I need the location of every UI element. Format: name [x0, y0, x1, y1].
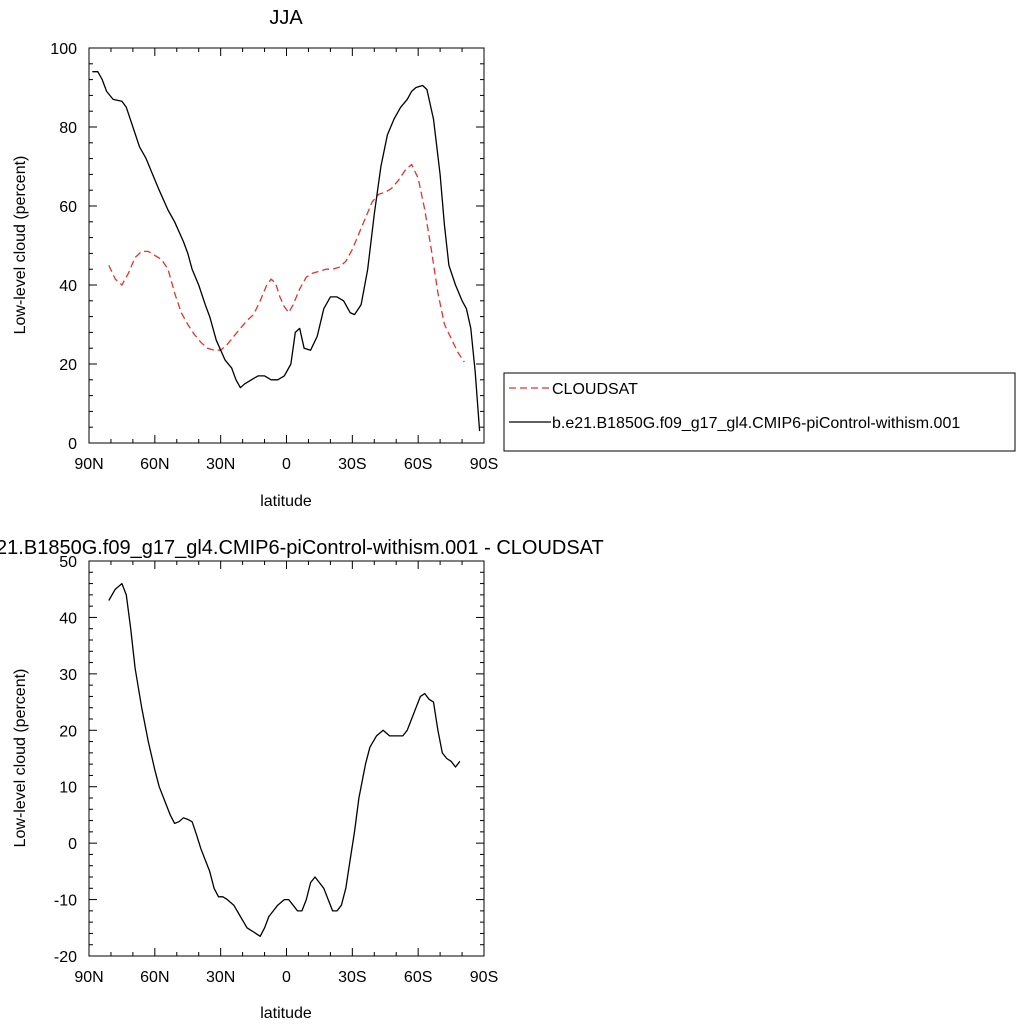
top-chart-y-axis-label: Low-level cloud (percent)	[12, 156, 29, 335]
bottom-chart-panel: b.e21.B1850G.f09_g17_gl4.CMIP6-piControl…	[0, 537, 604, 1022]
top-chart-title: JJA	[269, 7, 303, 29]
bottom-y-tick-label: -20	[54, 949, 77, 966]
legend-label-model: b.e21.B1850G.f09_g17_gl4.CMIP6-piControl…	[552, 415, 960, 432]
bottom-y-tick-label: 20	[59, 723, 77, 740]
bottom-series-line-0	[108, 582, 461, 937]
top-y-tick-label: 60	[59, 199, 77, 216]
top-x-tick-label: 30N	[206, 456, 235, 473]
top-chart-x-axis-label: latitude	[260, 493, 312, 510]
top-y-tick-label: 40	[59, 278, 77, 295]
bottom-y-tick-label: 30	[59, 667, 77, 684]
top-chart-ticks: 90N 60N 30N 0 30S 60S 90S 0 20 40 60 80 100	[50, 41, 498, 473]
bottom-chart-plot-frame	[88, 560, 485, 957]
bottom-y-tick-label: 40	[59, 610, 77, 627]
bottom-x-tick-label: 60S	[404, 969, 432, 986]
bottom-chart-title: b.e21.B1850G.f09_g17_gl4.CMIP6-piControl…	[0, 537, 604, 559]
bottom-y-tick-label: -10	[54, 893, 77, 910]
top-series-line-0	[108, 163, 465, 363]
bottom-chart-ticks: 90N 60N 30N 0 30S 60S 90S -20 -10 0 10 20 30 40 50	[54, 554, 498, 986]
top-x-tick-label: 0	[282, 456, 291, 473]
bottom-x-tick-label: 0	[282, 969, 291, 986]
top-x-tick-label: 90N	[74, 456, 103, 473]
bottom-y-tick-label: 0	[68, 836, 77, 853]
bottom-chart-series	[108, 582, 461, 937]
legend-label-cloudsat: CLOUDSAT	[552, 381, 638, 398]
bottom-x-tick-label: 30S	[338, 969, 366, 986]
top-y-tick-label: 80	[59, 120, 77, 137]
bottom-chart-y-axis-label: Low-level cloud (percent)	[12, 669, 29, 848]
bottom-y-tick-label: 10	[59, 780, 77, 797]
bottom-x-tick-label: 90N	[74, 969, 103, 986]
bottom-x-tick-label: 30N	[206, 969, 235, 986]
top-chart-plot-frame	[88, 47, 485, 444]
top-y-tick-label: 20	[59, 357, 77, 374]
top-chart-series	[92, 71, 481, 432]
bottom-y-tick-label: 50	[59, 554, 77, 571]
top-chart-legend: CLOUDSAT b.e21.B1850G.f09_g17_gl4.CMIP6-…	[503, 372, 1016, 452]
bottom-chart-x-axis-label: latitude	[260, 1005, 312, 1022]
bottom-x-tick-label: 60N	[140, 969, 169, 986]
top-series-line-1	[92, 71, 481, 432]
top-y-tick-label: 0	[68, 436, 77, 453]
top-y-tick-label: 100	[50, 41, 77, 58]
top-x-tick-label: 60N	[140, 456, 169, 473]
top-x-tick-label: 60S	[404, 456, 432, 473]
top-x-tick-label: 90S	[470, 456, 498, 473]
top-x-tick-label: 30S	[338, 456, 366, 473]
bottom-x-tick-label: 90S	[470, 969, 498, 986]
legend-frame	[503, 372, 1016, 452]
top-chart-panel: JJA 90N 60N 30N 0 30S 60S 90S 0 20 40 60 80 100 lati…	[12, 7, 498, 510]
